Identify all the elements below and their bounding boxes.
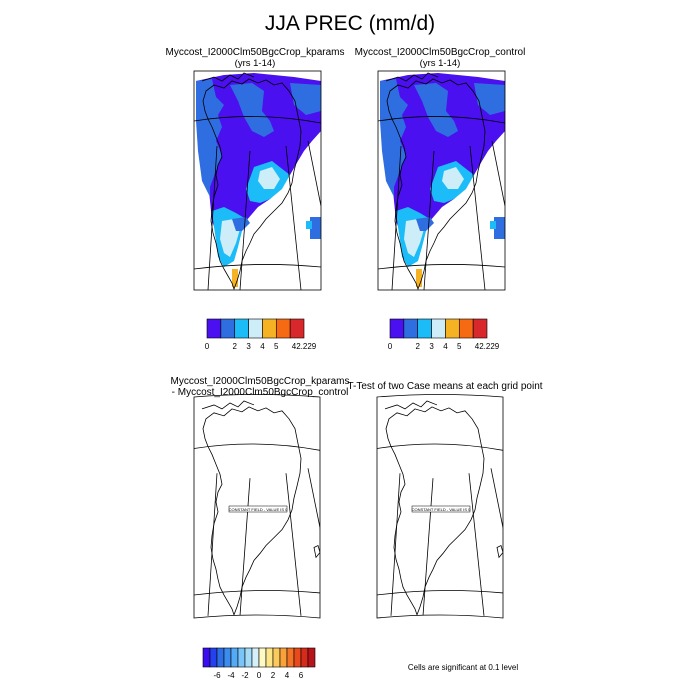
kparams-map-frame: [193, 70, 322, 291]
colorbar-swatch: [230, 647, 239, 668]
colorbar-swatch: [248, 318, 263, 339]
colorbar-swatch: [403, 318, 419, 339]
colorbar-swatch: [417, 318, 432, 339]
panel-diff-title-line2: - Myccost_I2000Clm50BgcCrop_control: [171, 387, 349, 398]
ttest-constant-label: CONSTANT FIELD - VALUE IS 0: [412, 507, 471, 512]
colorbar-swatch: [237, 647, 246, 668]
colorbar-tick-label: 3: [246, 342, 251, 351]
colorbar-tick-label: 0: [257, 671, 262, 680]
colorbar-swatch: [234, 318, 249, 339]
colorbar-swatch: [206, 318, 222, 339]
colorbar-tick-label: 42.229: [475, 342, 500, 351]
colorbar-tick-label: 0: [205, 342, 210, 351]
panel-diff-title-line1: Myccost_I2000Clm50BgcCrop_kparams: [170, 376, 350, 387]
colorbar-swatch: [265, 647, 274, 668]
colorbar-swatch: [293, 647, 302, 668]
colorbar-swatch: [220, 318, 236, 339]
colorbar-swatch: [458, 318, 474, 339]
kparams-colorbar: 0 2 3 4 5 42.229: [205, 318, 317, 351]
diff-colorbar: -6 -4 -2 0 2 4 6: [202, 647, 316, 680]
colorbar-swatch: [272, 647, 281, 668]
colorbar-swatch: [223, 647, 232, 668]
colorbar-swatch: [275, 318, 291, 339]
colorbar-tick-label: 2: [232, 342, 237, 351]
panel-ttest-title: T-Test of two Case means at each grid po…: [347, 381, 543, 392]
colorbar-swatch: [279, 647, 288, 668]
diff-constant-label: CONSTANT FIELD - VALUE IS 0: [229, 507, 288, 512]
figure-title: JJA PREC (mm/d): [264, 12, 436, 35]
significance-note: Cells are significant at 0.1 level: [408, 663, 519, 672]
control-colorbar: 0 2 3 4 5 42.229: [388, 318, 500, 351]
colorbar-tick-label: 2: [415, 342, 420, 351]
colorbar-tick-label: -4: [227, 671, 235, 680]
panel-control-title: Myccost_I2000Clm50BgcCrop_control (yrs 1…: [340, 47, 540, 69]
colorbar-tick-label: 4: [285, 671, 290, 680]
colorbar-swatch: [300, 647, 309, 668]
colorbar-tick-label: 3: [429, 342, 434, 351]
panel-control-map: [377, 70, 506, 291]
colorbar-swatch: [445, 318, 460, 339]
colorbar-swatch: [431, 318, 446, 339]
diff-constant-box: [228, 505, 288, 513]
colorbar-swatch: [209, 647, 218, 668]
colorbar-swatch: [258, 647, 267, 668]
colorbar-tick-label: 4: [260, 342, 265, 351]
colorbar-swatch: [307, 647, 316, 668]
colorbar-tick-label: 42.229: [292, 342, 317, 351]
colorbar-swatch: [244, 647, 253, 668]
colorbar-tick-label: -6: [213, 671, 221, 680]
colorbar-tick-label: 5: [457, 342, 462, 351]
ttest-graticule: [377, 443, 503, 617]
colorbar-tick-label: 0: [388, 342, 393, 351]
colorbar-tick-label: 2: [271, 671, 276, 680]
panel-diff-title: Myccost_I2000Clm50BgcCrop_kparams - Mycc…: [160, 376, 360, 398]
panel-kparams-name: Myccost_I2000Clm50BgcCrop_kparams: [165, 47, 345, 58]
panel-diff-map: CONSTANT FIELD - VALUE IS 0: [193, 394, 321, 619]
colorbar-swatch: [286, 647, 295, 668]
control-map-frame: [377, 70, 506, 291]
colorbar-tick-label: -2: [241, 671, 249, 680]
panel-kparams-title: Myccost_I2000Clm50BgcCrop_kparams (yrs 1…: [155, 47, 355, 69]
colorbar-swatch: [262, 318, 277, 339]
panel-control-name: Myccost_I2000Clm50BgcCrop_control: [354, 47, 526, 58]
colorbar-tick-label: 5: [274, 342, 279, 351]
colorbar-swatch: [389, 318, 405, 339]
colorbar-swatch: [216, 647, 225, 668]
colorbar-tick-label: 6: [299, 671, 304, 680]
diff-graticule: [194, 443, 320, 617]
colorbar-swatch: [289, 318, 305, 339]
colorbar-swatch: [472, 318, 488, 339]
colorbar-swatch: [202, 647, 211, 668]
colorbar-tick-label: 4: [443, 342, 448, 351]
panel-kparams-map: [193, 70, 322, 291]
panel-kparams-years: (yrs 1-14): [234, 58, 276, 69]
ttest-map-frame: [376, 394, 504, 619]
panel-control-years: (yrs 1-14): [419, 58, 461, 69]
diff-map-frame: [193, 394, 321, 619]
ttest-constant-box: [411, 505, 471, 513]
panel-ttest-map: CONSTANT FIELD - VALUE IS 0: [376, 394, 504, 619]
colorbar-swatch: [251, 647, 260, 668]
